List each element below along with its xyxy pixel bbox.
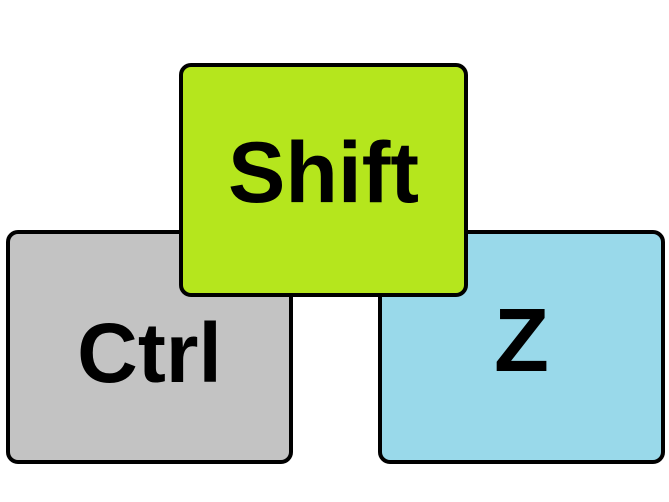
z-key: Z [378, 230, 665, 464]
shift-key: Shift [179, 63, 468, 297]
ctrl-key-label: Ctrl [77, 306, 222, 400]
shift-key-label: Shift [227, 125, 420, 221]
z-key-label: Z [494, 291, 549, 391]
